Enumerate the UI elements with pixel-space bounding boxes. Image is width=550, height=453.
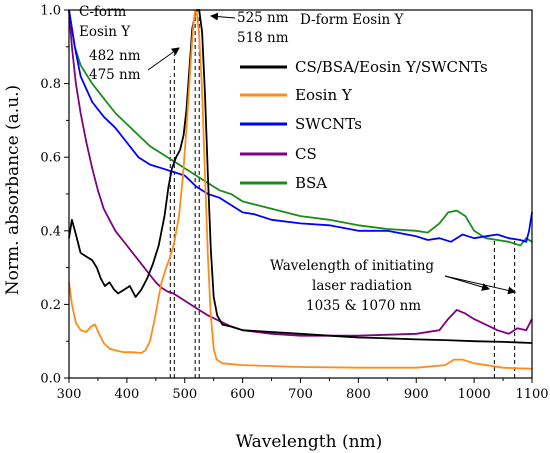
reference-lines (169, 10, 516, 378)
y-tick-label: 0.6 (40, 151, 61, 166)
annotations: C-form Eosin Y 482 nm 475 nm 525 nm D-fo… (79, 4, 516, 314)
series-line-eosin-y (68, 9, 533, 370)
y-tick-label: 0.8 (40, 77, 61, 92)
annotation-laser-line2: laser radiation (312, 278, 412, 294)
series-line-bsa (68, 9, 533, 247)
series-line-cs-bsa-eosin-y-swcnts (68, 9, 533, 344)
x-tick-label: 800 (346, 387, 371, 402)
legend-label-eosin: Eosin Y (295, 86, 353, 104)
x-tick-label: 900 (404, 387, 429, 402)
annotation-laser-line1: Wavelength of initiating (270, 258, 434, 274)
x-axis-ticks: 300 400 500 600 700 800 900 1000 1100 (57, 378, 549, 402)
x-tick-label: 700 (288, 387, 313, 402)
annotation-475nm: 475 nm (89, 67, 141, 83)
annotation-c-form-eosin: Eosin Y (79, 24, 131, 40)
series-line-cs (68, 9, 533, 337)
series-line-swcnts (68, 9, 533, 243)
legend-label-cs: CS (295, 145, 317, 163)
x-tick-label: 1000 (458, 387, 491, 402)
x-tick-label: 600 (230, 387, 255, 402)
legend-label-bsa: BSA (295, 174, 327, 192)
y-tick-label: 1.0 (40, 4, 61, 19)
x-tick-label: 300 (57, 387, 82, 402)
annotation-525nm: 525 nm (237, 10, 289, 26)
x-tick-label: 400 (114, 387, 139, 402)
annotation-c-form: C-form (79, 4, 126, 20)
y-tick-label: 0.2 (40, 298, 61, 313)
annotation-laser-line3: 1035 & 1070 nm (306, 298, 421, 314)
y-tick-label: 0.0 (40, 372, 61, 387)
y-axis-title: Norm. absorbance (a.u.) (3, 85, 23, 295)
x-axis-title: Wavelength (nm) (236, 432, 383, 452)
arrow-to-1070 (444, 275, 516, 295)
x-tick-label: 1100 (515, 387, 548, 402)
legend-label-swcnts: SWCNTs (295, 115, 362, 133)
arrow-to-c-form-peak (147, 47, 180, 71)
annotation-d-form: D-form Eosin Y (300, 12, 405, 28)
arrow-to-d-form-peak (210, 12, 236, 21)
annotation-518nm: 518 nm (237, 30, 289, 46)
plot-series (68, 9, 533, 370)
legend-label-composite: CS/BSA/Eosin Y/SWCNTs (295, 58, 488, 76)
x-tick-label: 500 (172, 387, 197, 402)
legend: CS/BSA/Eosin Y/SWCNTs Eosin Y SWCNTs CS … (240, 58, 488, 192)
y-axis-ticks: 0.0 0.2 0.4 0.6 0.8 1.0 (40, 4, 69, 387)
annotation-482nm: 482 nm (89, 48, 141, 64)
y-tick-label: 0.4 (40, 224, 61, 239)
